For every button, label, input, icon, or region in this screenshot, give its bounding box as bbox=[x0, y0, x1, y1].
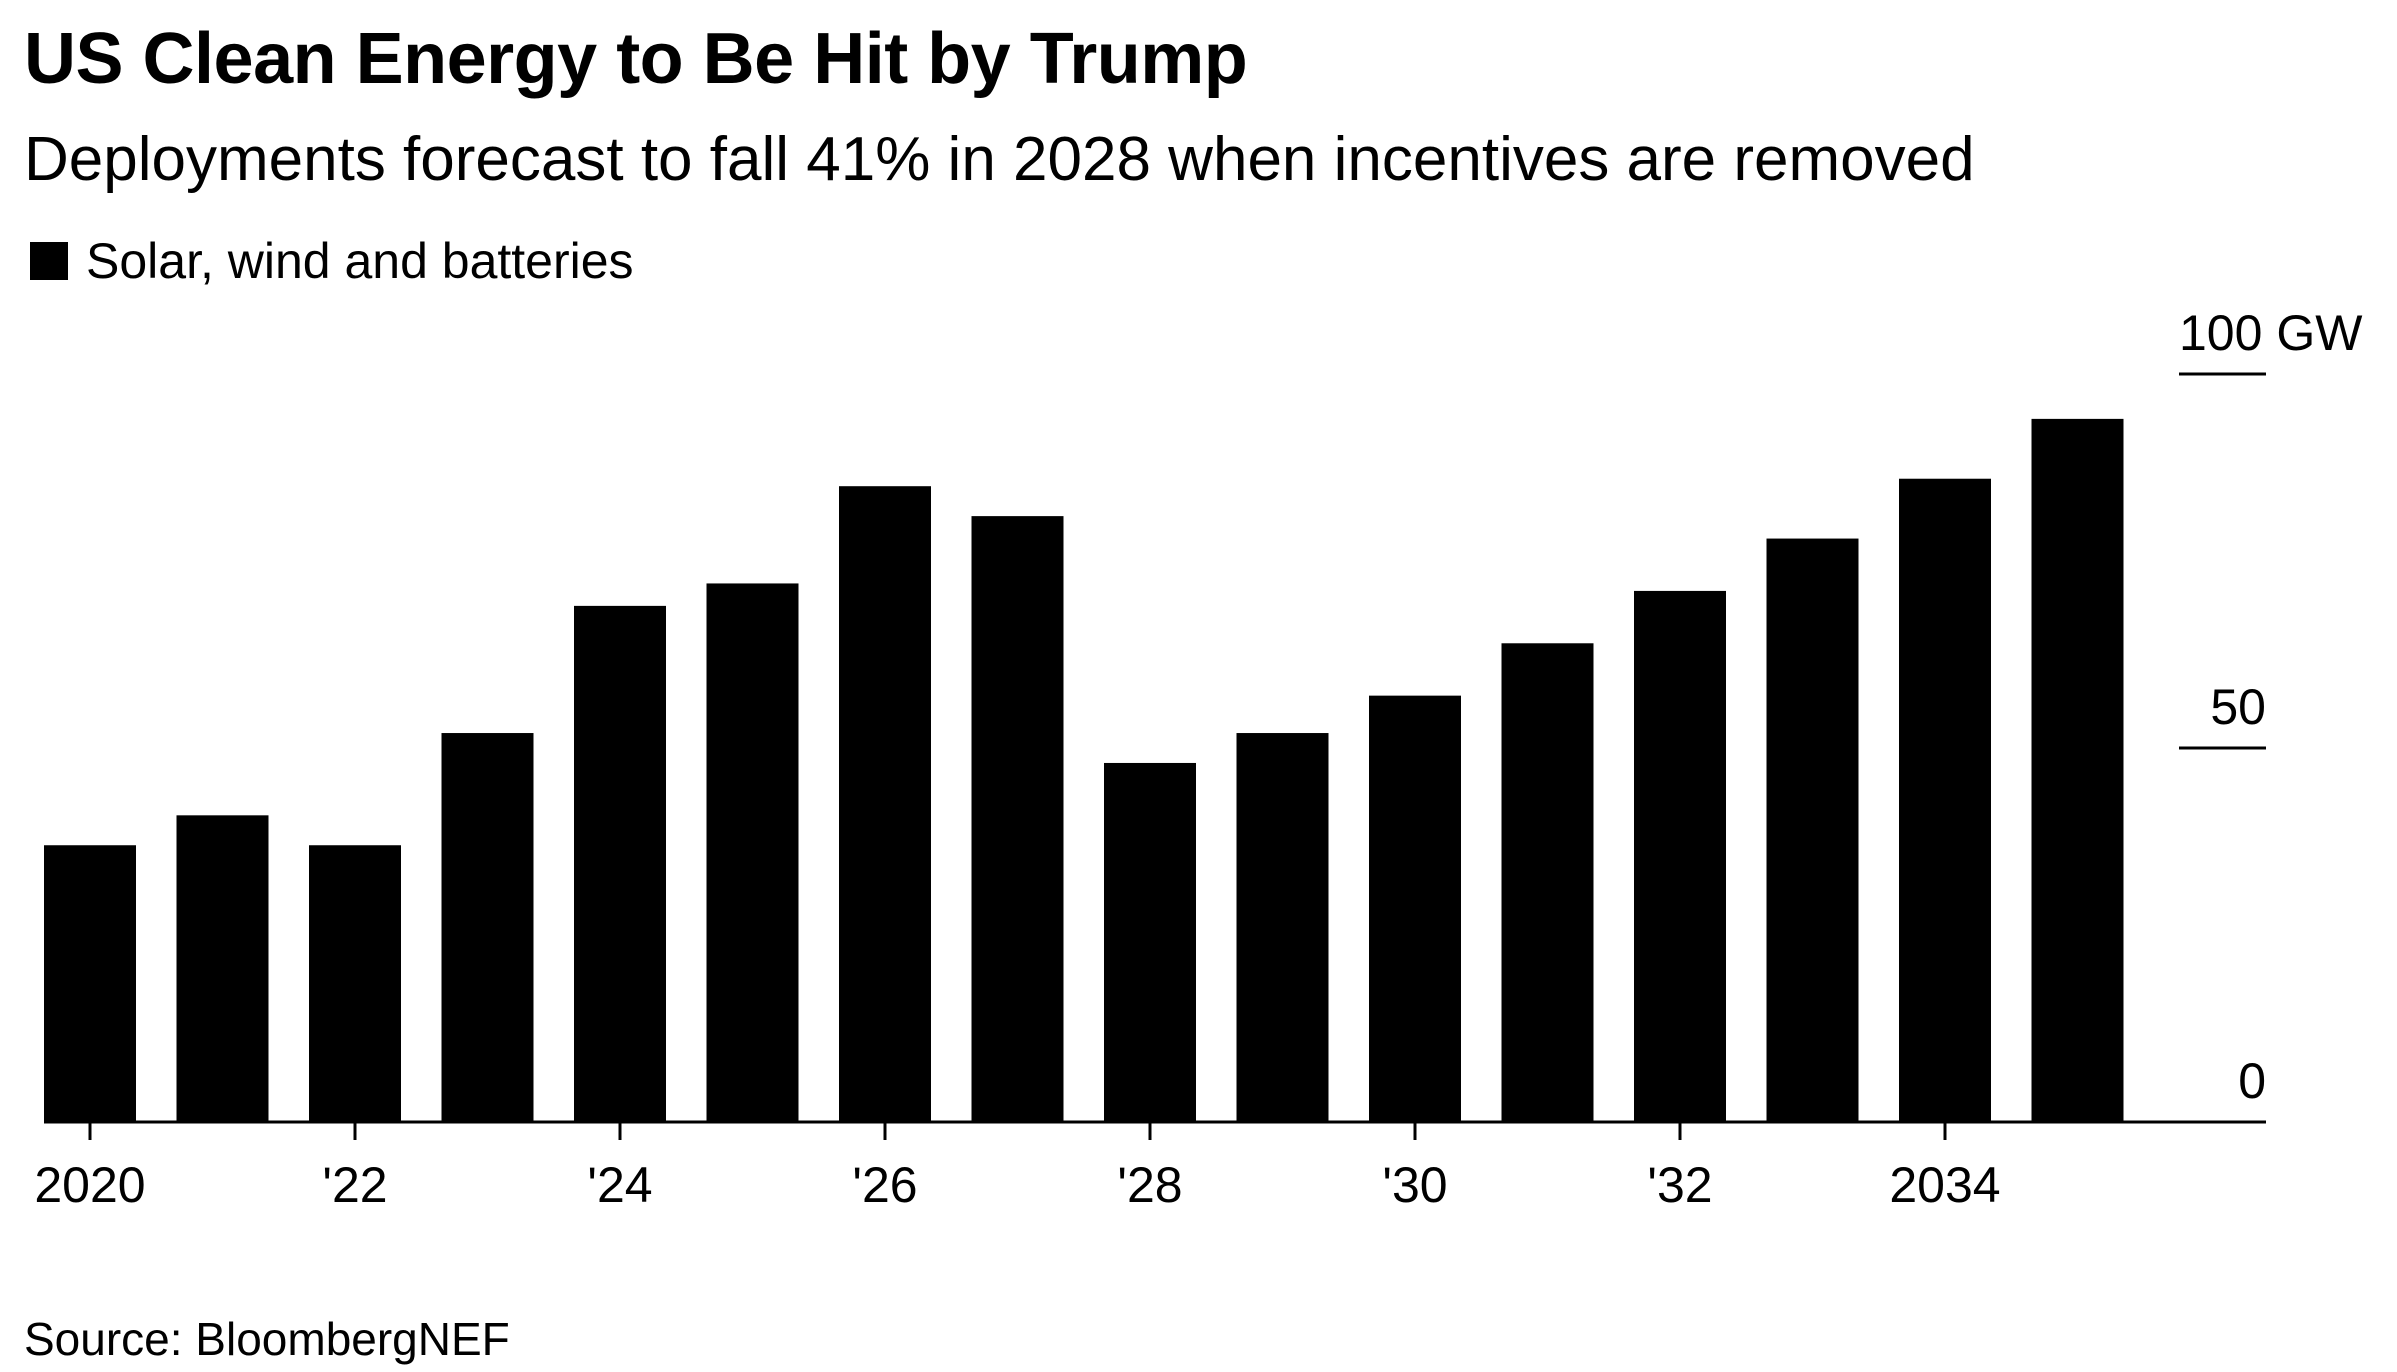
bar-2029 bbox=[1236, 733, 1329, 1122]
x-tick-label: 2020 bbox=[34, 1157, 145, 1213]
bar-2030 bbox=[1369, 695, 1461, 1122]
x-tick-label: '28 bbox=[1117, 1157, 1182, 1213]
bar-2034 bbox=[1899, 478, 1991, 1123]
x-tick-label: 2034 bbox=[1889, 1157, 2000, 1213]
x-tick-label: '32 bbox=[1647, 1157, 1712, 1213]
bar-2025 bbox=[706, 583, 799, 1122]
bar-2024 bbox=[574, 605, 666, 1122]
source-note: Source: BloombergNEF bbox=[24, 1313, 510, 1365]
legend: Solar, wind and batteries bbox=[30, 232, 634, 290]
bar-2020 bbox=[44, 845, 136, 1122]
y-tick-label: 100 GW bbox=[2179, 305, 2363, 361]
x-axis: 2020 '22 '24 '26 '28 '30 '32 2034 bbox=[34, 1120, 2266, 1213]
x-tick-label: '22 bbox=[322, 1157, 387, 1213]
x-tick-label: '24 bbox=[587, 1157, 652, 1213]
legend-label: Solar, wind and batteries bbox=[86, 233, 634, 289]
bar-2022 bbox=[309, 845, 401, 1122]
y-tick-label: 0 bbox=[2238, 1053, 2266, 1109]
bar-2032 bbox=[1634, 590, 1726, 1122]
bar-2027 bbox=[971, 516, 1064, 1122]
chart-title: US Clean Energy to Be Hit by Trump bbox=[24, 19, 1248, 99]
bar-2021 bbox=[176, 815, 269, 1122]
x-tick-label: '26 bbox=[852, 1157, 917, 1213]
bar-2031 bbox=[1501, 643, 1594, 1122]
bar-2026 bbox=[839, 486, 931, 1122]
bar-2033 bbox=[1766, 538, 1859, 1122]
bar-2028 bbox=[1104, 762, 1196, 1122]
bar-2035 bbox=[2031, 418, 2124, 1122]
y-axis: 100 GW 50 0 bbox=[2179, 305, 2363, 1109]
chart-subtitle: Deployments forecast to fall 41% in 2028… bbox=[24, 125, 1975, 194]
legend-swatch bbox=[30, 242, 68, 280]
bars bbox=[44, 418, 2124, 1123]
y-tick-label: 50 bbox=[2210, 679, 2266, 735]
x-tick-label: '30 bbox=[1382, 1157, 1447, 1213]
bar-2023 bbox=[441, 733, 534, 1122]
